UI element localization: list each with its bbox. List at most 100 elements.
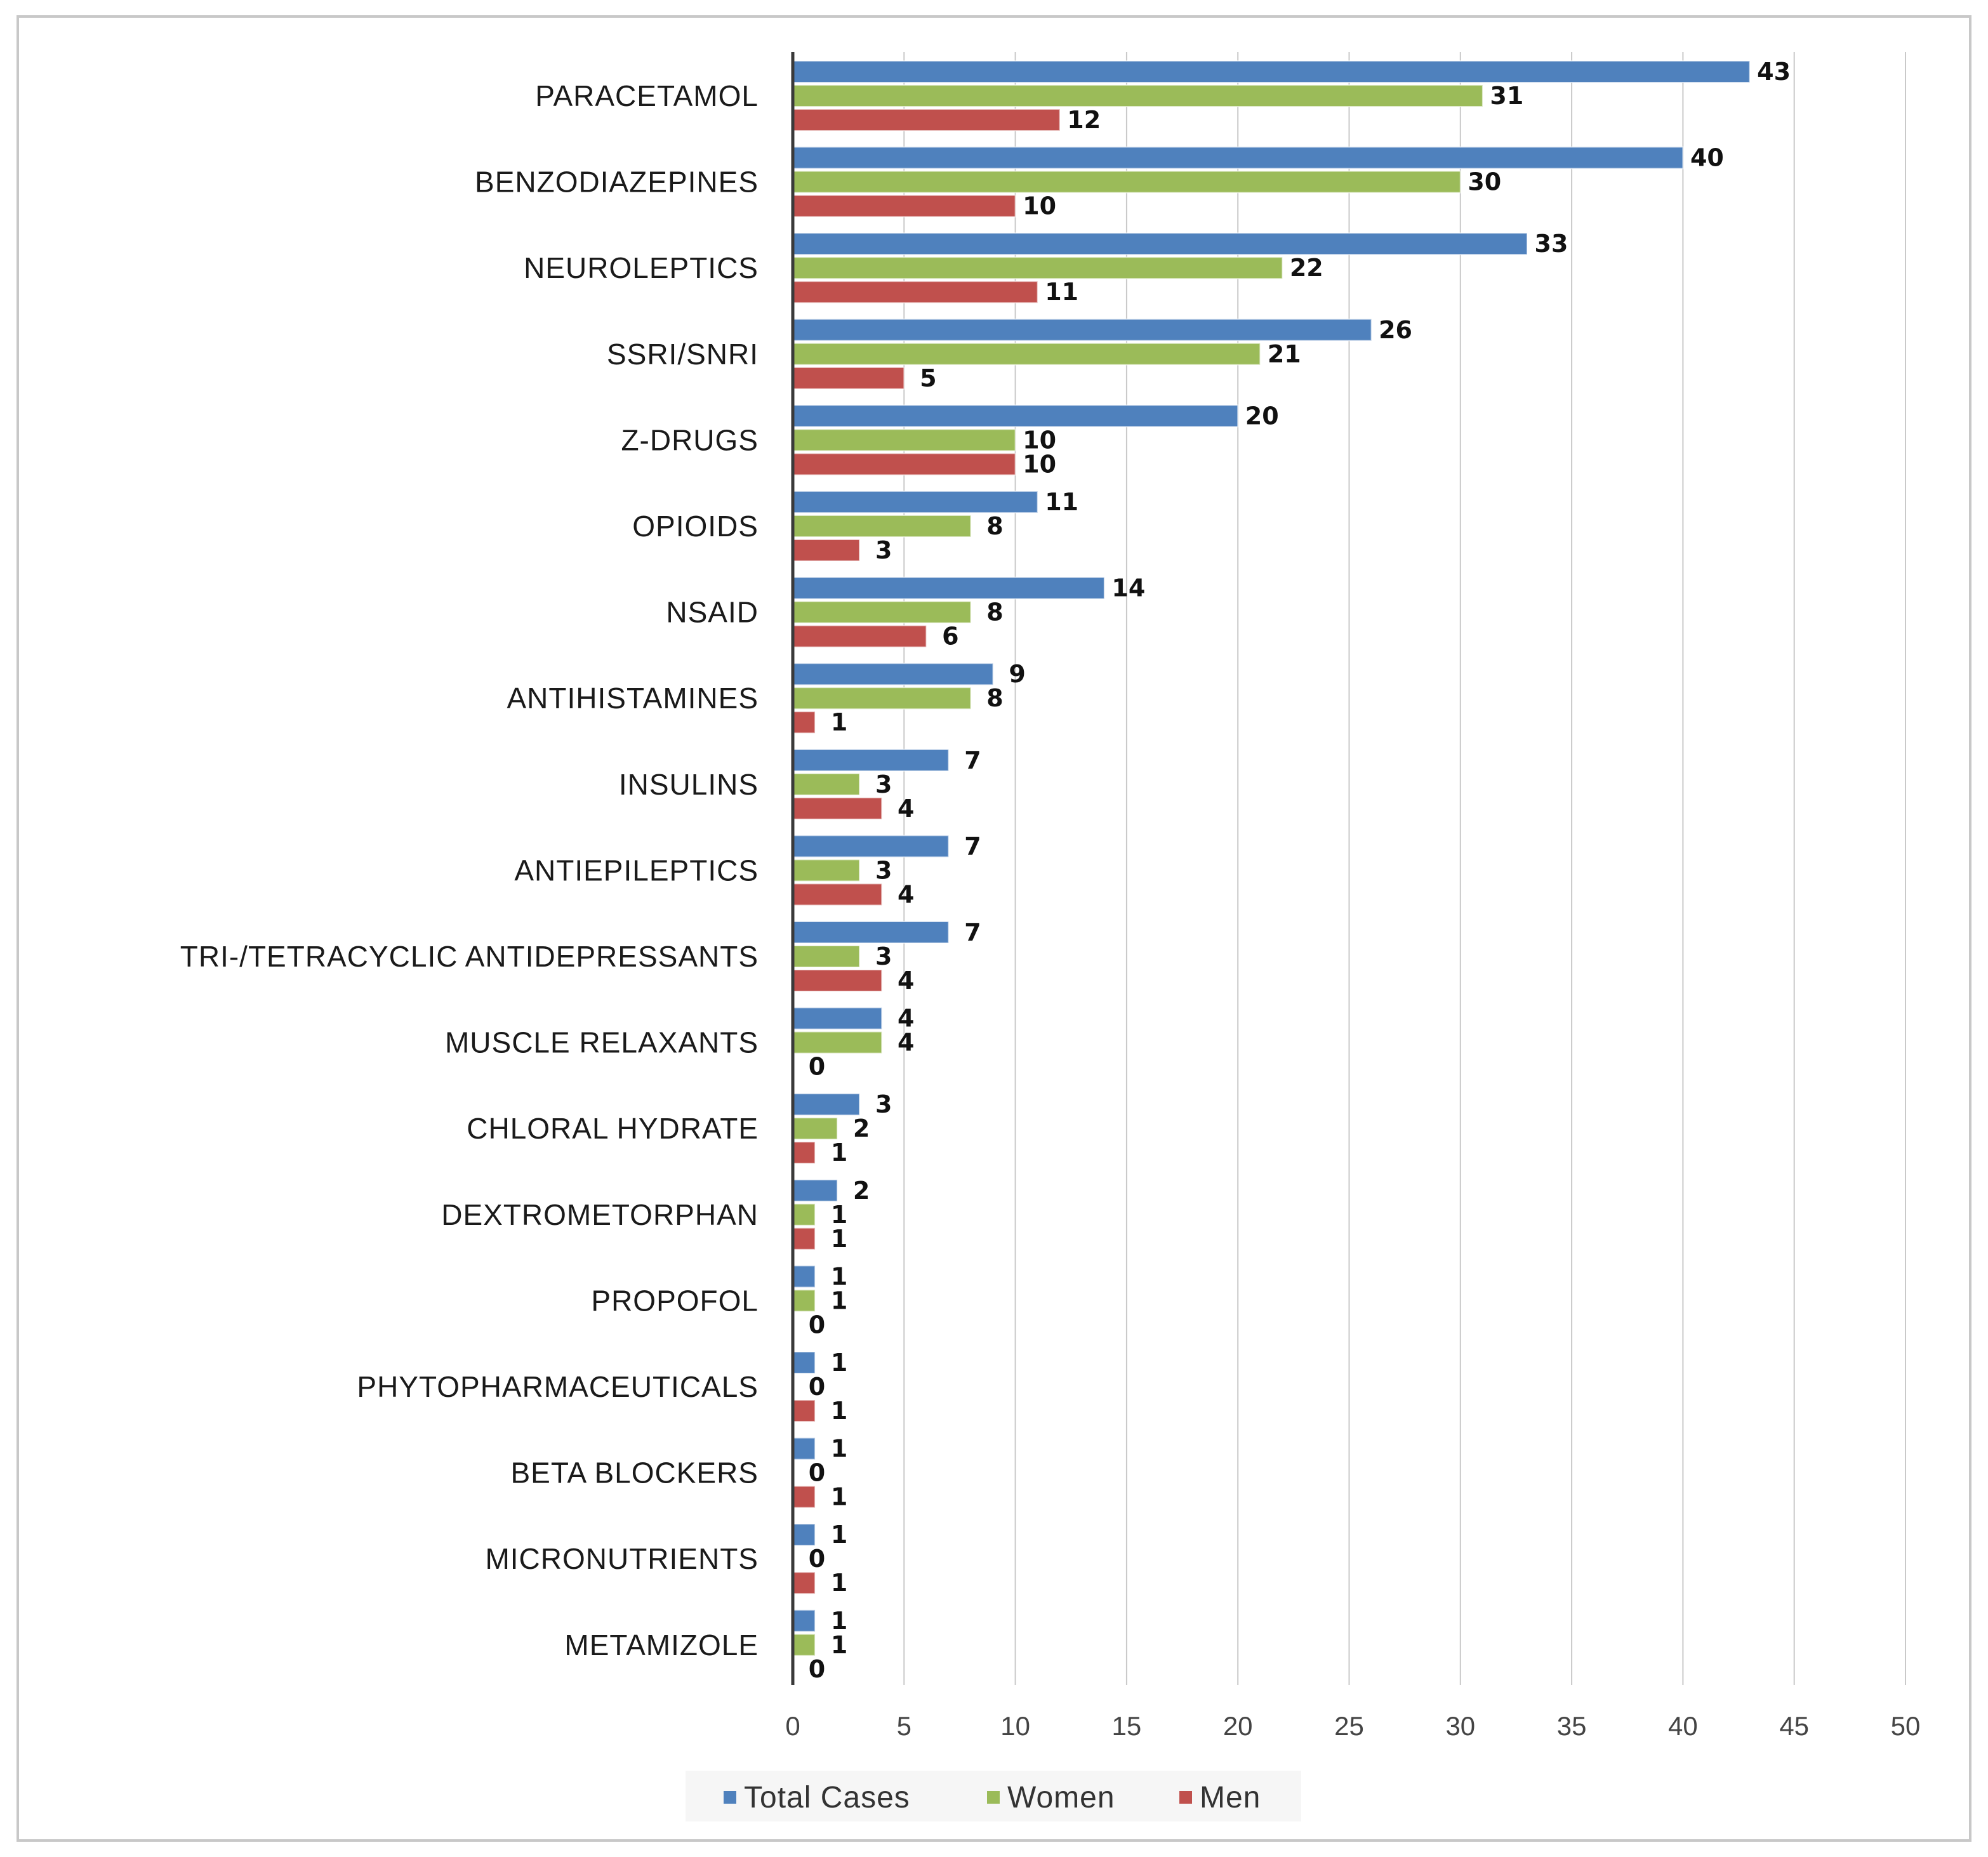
bar-total-cases (792, 60, 1751, 83)
data-label: 1 (831, 1435, 847, 1463)
bar-men (792, 969, 883, 992)
data-label: 1 (831, 1483, 847, 1511)
legend-label: Men (1200, 1781, 1261, 1814)
category-label: ANTIEPILEPTICS (514, 854, 759, 887)
category-label: MICRONUTRIENTS (485, 1542, 759, 1575)
data-label: 6 (942, 623, 958, 651)
category-label: BETA BLOCKERS (510, 1457, 759, 1490)
bar-women (792, 945, 861, 968)
bar-women (792, 1289, 816, 1312)
x-tick-label: 25 (1334, 1711, 1364, 1741)
data-label: 14 (1111, 574, 1145, 602)
category-label: SSRI/SNRI (607, 338, 759, 371)
bar-men (792, 109, 1061, 131)
bar-men (792, 194, 1016, 218)
bar-total-cases (792, 835, 950, 858)
data-label: 8 (986, 512, 1003, 540)
data-label: 10 (1023, 426, 1056, 454)
bar-women (792, 84, 1483, 107)
category-label: PROPOFOL (591, 1284, 759, 1317)
x-axis-ticks: 0 5 10 15 20 25 30 35 40 45 50 (785, 1711, 1920, 1741)
category-label: NSAID (666, 596, 759, 629)
data-label: 26 (1379, 316, 1412, 344)
data-label: 3 (875, 536, 892, 564)
data-label: 3 (875, 1090, 892, 1118)
bar-total-cases (792, 663, 994, 686)
data-label: 31 (1490, 82, 1523, 110)
data-label: 3 (875, 942, 892, 970)
category-label: Z-DRUGS (621, 423, 759, 456)
x-tick-label: 40 (1668, 1711, 1698, 1741)
bar-total-cases (792, 748, 950, 772)
data-label: 33 (1535, 230, 1568, 258)
data-label: 0 (809, 1655, 825, 1683)
bar-men (792, 1227, 816, 1250)
data-label: 12 (1067, 106, 1101, 134)
data-label: 4 (898, 1005, 914, 1033)
bar-total-cases (792, 1437, 816, 1460)
bar-total-cases (792, 576, 1105, 600)
bar-total-cases (792, 491, 1038, 513)
data-label: 1 (831, 1262, 847, 1290)
legend-swatch (724, 1791, 736, 1804)
legend: Total Cases Women Men (686, 1771, 1301, 1821)
bar-men (792, 711, 816, 734)
category-label: OPIOIDS (632, 510, 759, 543)
bar-total-cases (792, 232, 1528, 256)
data-label: 1 (831, 1631, 847, 1659)
bar-total-cases (792, 1523, 816, 1547)
bar-women (792, 1031, 883, 1054)
data-label: 30 (1468, 168, 1501, 196)
bar-men (792, 796, 883, 820)
bar-total-cases (792, 1093, 861, 1116)
data-label: 1 (831, 1225, 847, 1253)
data-label: 0 (809, 1373, 825, 1401)
bar-men (792, 539, 861, 562)
data-label: 1 (831, 1286, 847, 1314)
x-tick-label: 10 (1000, 1711, 1030, 1741)
bar-men (792, 281, 1038, 304)
category-label: TRI-/TETRACYCLIC ANTIDEPRESSANTS (180, 940, 759, 973)
data-label: 7 (964, 832, 981, 860)
data-label: 43 (1757, 58, 1791, 86)
data-label: 2 (853, 1114, 870, 1142)
data-label: 1 (831, 1349, 847, 1377)
bar-men (792, 625, 927, 648)
legend-swatch (1179, 1791, 1192, 1804)
data-label: 9 (1009, 660, 1025, 688)
data-label: 1 (831, 1139, 847, 1166)
legend-label: Women (1007, 1781, 1115, 1814)
bar-women (792, 1203, 816, 1226)
x-tick-label: 5 (897, 1711, 911, 1741)
data-label: 1 (831, 1569, 847, 1597)
data-label: 2 (853, 1177, 870, 1205)
bar-men (792, 1485, 816, 1509)
bar-total-cases (792, 1007, 883, 1030)
bar-men (792, 366, 905, 390)
data-label: 22 (1290, 254, 1323, 282)
category-labels: PARACETAMOL BENZODIAZEPINES NEUROLEPTICS SS… (180, 79, 759, 1662)
data-label: 1 (831, 1201, 847, 1229)
data-label: 8 (986, 598, 1003, 626)
data-label: 20 (1245, 402, 1279, 430)
data-label: 0 (809, 1459, 825, 1487)
data-label: 1 (831, 1397, 847, 1425)
bar-men (792, 453, 1016, 476)
bar-women (792, 256, 1283, 280)
data-label: 5 (920, 364, 936, 392)
bar-women (792, 1117, 838, 1140)
category-label: PARACETAMOL (535, 79, 759, 112)
category-label: ANTIHISTAMINES (507, 682, 759, 715)
bar-women (792, 772, 861, 796)
data-label: 3 (875, 770, 892, 798)
category-label: METAMIZOLE (564, 1629, 759, 1662)
bar-total-cases (792, 1265, 816, 1288)
bar-total-cases (792, 146, 1684, 169)
data-label: 10 (1023, 192, 1056, 220)
data-label: 11 (1045, 278, 1078, 306)
data-label: 7 (964, 918, 981, 946)
data-label: 8 (986, 684, 1003, 712)
bar-total-cases (792, 921, 950, 944)
bar-total-cases (792, 1179, 838, 1202)
